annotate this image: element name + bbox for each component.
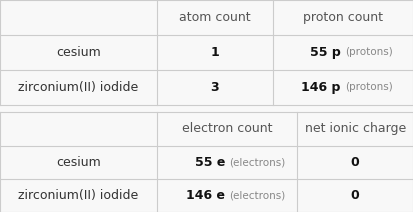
Text: 55 e: 55 e xyxy=(195,156,225,169)
Text: 3: 3 xyxy=(211,81,219,94)
Text: (protons): (protons) xyxy=(345,82,393,92)
Text: (electrons): (electrons) xyxy=(229,190,285,200)
Text: 0: 0 xyxy=(351,156,360,169)
Text: net ionic charge: net ionic charge xyxy=(304,123,406,135)
Text: 55 p: 55 p xyxy=(310,46,341,59)
Text: (protons): (protons) xyxy=(345,47,393,57)
Text: 146 p: 146 p xyxy=(301,81,341,94)
Text: zirconium(II) iodide: zirconium(II) iodide xyxy=(18,189,139,202)
Text: 146 e: 146 e xyxy=(186,189,225,202)
Text: cesium: cesium xyxy=(56,46,101,59)
Text: 1: 1 xyxy=(210,46,219,59)
Text: 0: 0 xyxy=(351,189,360,202)
Text: (electrons): (electrons) xyxy=(229,157,285,167)
Text: cesium: cesium xyxy=(56,156,101,169)
Text: electron count: electron count xyxy=(182,123,273,135)
Text: atom count: atom count xyxy=(179,11,251,24)
Text: proton count: proton count xyxy=(303,11,383,24)
Text: zirconium(II) iodide: zirconium(II) iodide xyxy=(18,81,139,94)
